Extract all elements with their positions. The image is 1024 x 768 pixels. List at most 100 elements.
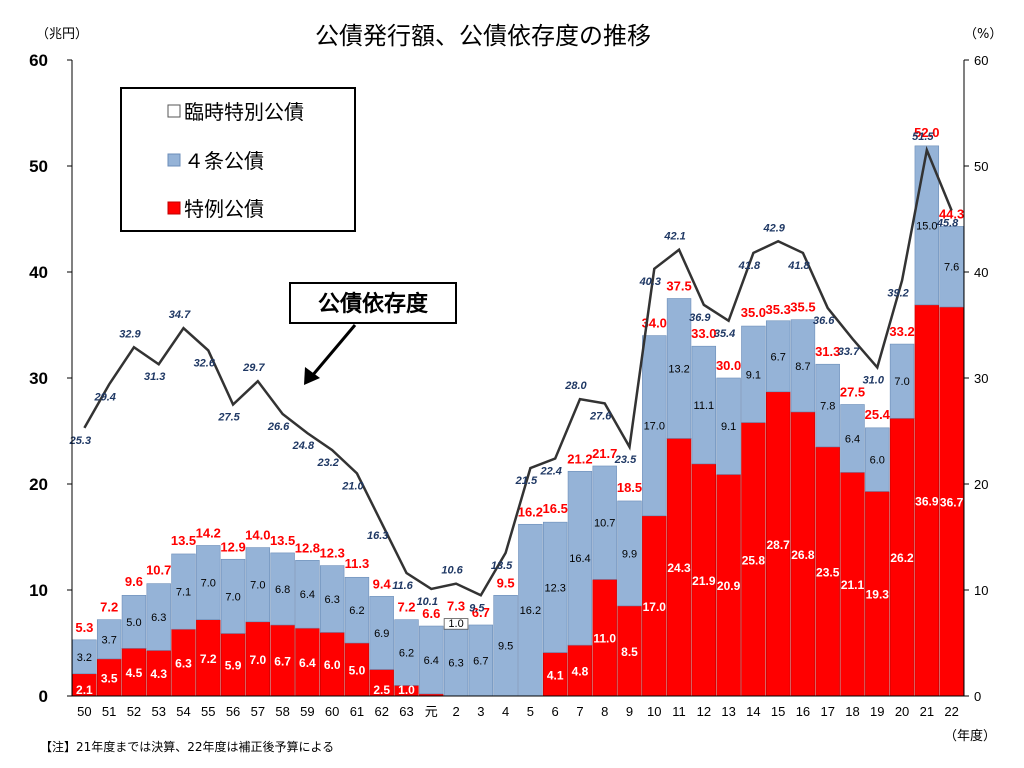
- dependency-value-label: 41.8: [738, 260, 761, 272]
- total-value-label: 16.5: [543, 501, 568, 516]
- x-tick-label: 8: [601, 704, 608, 719]
- construction-value-label: 5.0: [126, 617, 141, 629]
- x-tick-label: 2: [452, 704, 459, 719]
- legend-box: [120, 87, 356, 232]
- dependency-value-label: 34.7: [169, 309, 191, 321]
- x-tick-label: 21: [920, 704, 934, 719]
- total-value-label: 12.9: [220, 539, 245, 554]
- legend-label-temporary: 臨時特別公債: [184, 100, 304, 124]
- construction-value-label: 7.6: [944, 262, 959, 274]
- left-tick-label: 0: [39, 687, 48, 706]
- total-value-label: 9.4: [373, 576, 392, 591]
- x-tick-label: 17: [820, 704, 834, 719]
- special-value-label: 36.7: [940, 495, 964, 509]
- x-tick-label: 4: [502, 704, 509, 719]
- x-tick-label: 54: [176, 704, 190, 719]
- dependency-line: 25.3 29.4 32.9 31.3 34.7 32.6 27.5 29.7 26.624.8…: [69, 131, 960, 614]
- total-value-label: 14.2: [196, 525, 221, 540]
- total-value-label: 33.2: [889, 324, 914, 339]
- bar-construction: [121, 594, 147, 649]
- construction-value-label: 6.3: [151, 612, 166, 624]
- dependency-value-label: 22.4: [539, 466, 561, 478]
- construction-value-label: 6.0: [870, 455, 885, 467]
- x-tick-label: 10: [647, 704, 661, 719]
- bar-construction: [270, 552, 295, 626]
- special-value-label: 4.1: [547, 668, 564, 682]
- x-tick-label: 元: [425, 704, 438, 719]
- construction-value-label: 8.7: [795, 361, 810, 373]
- bar-construction: [790, 319, 816, 413]
- construction-value-label: 6.7: [771, 351, 786, 363]
- construction-value-label: 3.2: [77, 652, 92, 664]
- bar-temporary: [443, 618, 469, 630]
- dependency-value-label: 25.3: [69, 435, 91, 447]
- construction-value-label: 12.3: [544, 582, 565, 594]
- dependency-value-label: 32.6: [194, 357, 216, 369]
- dependency-value-label: 16.3: [367, 530, 388, 542]
- construction-value-label: 16.4: [569, 553, 590, 565]
- construction-value-label: 6.9: [374, 628, 389, 640]
- construction-value-label: 7.8: [820, 401, 835, 413]
- dependency-value-label: 41.8: [787, 260, 810, 272]
- x-tick-label: 58: [275, 704, 289, 719]
- dependency-value-label: 35.4: [714, 328, 735, 340]
- right-axis-ticks: 0 10 20 30 40 50 60: [964, 53, 988, 704]
- special-value-label: 6.3: [175, 657, 192, 671]
- dependency-value-label: 31.0: [863, 374, 885, 386]
- special-value-label: 6.4: [299, 656, 316, 670]
- x-tick-label: 11: [672, 704, 686, 719]
- special-value-label: 21.9: [692, 574, 716, 588]
- construction-value-label: 6.3: [448, 658, 463, 670]
- bar-construction: [319, 565, 345, 633]
- dependency-value-label: 10.1: [417, 596, 438, 608]
- total-value-label: 52.0: [914, 125, 939, 140]
- construction-value-label: 3.7: [102, 634, 117, 646]
- left-tick-label: 60: [29, 51, 48, 70]
- total-value-label: 30.0: [716, 358, 741, 373]
- bar-construction: [344, 576, 370, 644]
- dependency-value-label: 32.9: [119, 328, 141, 340]
- bar-construction: [666, 298, 692, 439]
- bar-construction: [220, 558, 246, 634]
- x-tick-label: 56: [226, 704, 240, 719]
- special-value-label: 21.1: [841, 578, 865, 592]
- x-tick-label: 53: [151, 704, 165, 719]
- total-value-label: 25.4: [865, 407, 891, 422]
- construction-value-label: 6.4: [845, 433, 860, 445]
- bar-construction: [642, 335, 667, 517]
- total-value-label: 13.5: [270, 533, 295, 548]
- x-tick-label: 61: [350, 704, 364, 719]
- x-tick-label: 60: [325, 704, 339, 719]
- bar-construction: [716, 377, 741, 475]
- x-tick-label: 50: [77, 704, 91, 719]
- total-value-label: 7.2: [100, 600, 118, 615]
- temporary-value-label: 1.0: [448, 618, 463, 630]
- dependency-value-label: 33.7: [838, 346, 860, 358]
- dependency-value-label: 24.8: [292, 440, 315, 452]
- special-value-label: 2.5: [373, 683, 390, 697]
- dependency-value-label: 13.5: [491, 560, 513, 572]
- construction-value-label: 9.9: [622, 548, 637, 560]
- dependency-value-label: 21.5: [515, 475, 538, 487]
- x-tick-label: 55: [201, 704, 215, 719]
- construction-value-label: 7.0: [225, 591, 240, 603]
- dependency-value-label: 9.5: [469, 602, 485, 614]
- bar-construction: [96, 619, 122, 660]
- dependency-value-label: 31.3: [144, 371, 165, 383]
- callout-box: [289, 282, 457, 324]
- bar-construction: [592, 465, 617, 580]
- total-value-label: 44.3: [939, 206, 964, 221]
- special-value-label: 36.9: [915, 494, 939, 508]
- bar-construction: [765, 320, 791, 393]
- legend-swatch-temporary: [167, 104, 181, 118]
- right-tick-label: 0: [974, 689, 981, 704]
- left-axis-ticks: 0 10 20 30 40 50 60: [29, 51, 72, 706]
- special-value-label: 0.2: [423, 697, 440, 711]
- special-value-label: 6.7: [274, 654, 291, 668]
- special-value-label: 11.0: [593, 632, 616, 646]
- special-value-label: 19.3: [866, 588, 890, 602]
- bar-construction: [889, 343, 915, 419]
- special-value-label: 3.5: [101, 671, 118, 685]
- bar-labels: 2.1 3.2 5.3 3.5 3.7 7.2 4.5 5.0 9.6 4.3 6.3 10.7 6.3…: [75, 125, 964, 711]
- callout: 公債依存度: [289, 282, 457, 385]
